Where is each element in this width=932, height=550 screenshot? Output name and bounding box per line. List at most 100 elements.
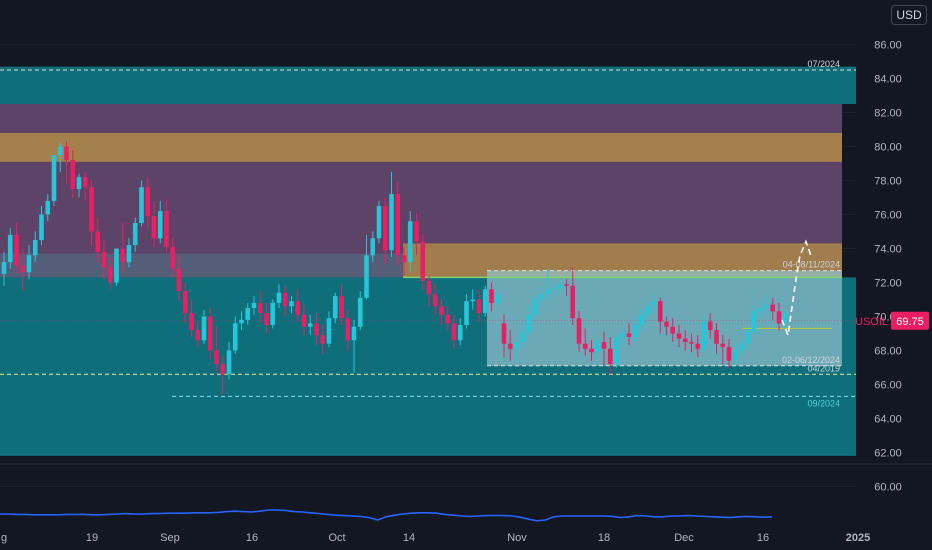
candle-body xyxy=(170,246,176,269)
candle-body xyxy=(351,326,357,341)
candle-body xyxy=(182,291,188,314)
candle-body xyxy=(357,297,363,327)
x-tick-label: 19 xyxy=(86,532,98,544)
x-tick-label: Dec xyxy=(674,532,694,544)
y-tick-label: 66.00 xyxy=(874,380,902,392)
candle-body xyxy=(776,311,782,324)
candle-body xyxy=(176,268,182,291)
candle-body xyxy=(607,348,613,365)
candle-body xyxy=(120,248,126,263)
zone-lower-teal xyxy=(0,410,856,456)
x-tick-label: Sep xyxy=(160,532,180,544)
candle-body xyxy=(76,177,82,189)
candle-body xyxy=(545,289,551,295)
candle-body xyxy=(301,314,307,327)
candle-body xyxy=(307,323,313,327)
candle-body xyxy=(407,221,413,263)
candle-body xyxy=(745,331,751,344)
y-tick-label: 60.00 xyxy=(874,482,902,494)
candle-body xyxy=(89,187,94,232)
candle-body xyxy=(645,306,651,315)
candle-body xyxy=(495,294,501,303)
candle-body xyxy=(501,323,507,344)
candle-body xyxy=(489,289,494,303)
candlestick-series[interactable] xyxy=(1,141,788,395)
candle-body xyxy=(251,302,257,308)
candle-body xyxy=(632,325,638,337)
candle-body xyxy=(664,321,669,327)
candle-body xyxy=(232,323,238,351)
y-tick-label: 72.00 xyxy=(874,278,902,290)
forecast-line xyxy=(781,239,813,339)
candle-body xyxy=(514,342,519,349)
x-tick-label: 2025 xyxy=(846,532,870,544)
level-lines: 07/2024 04-08/11/2024 02-06/12/202404/2019… xyxy=(0,59,856,408)
y-tick-label: 62.00 xyxy=(874,448,902,460)
candle-body xyxy=(551,287,557,290)
candle-body xyxy=(751,311,757,332)
candle-body xyxy=(614,336,619,365)
candle-body xyxy=(45,200,51,215)
candle-body xyxy=(282,292,288,307)
y-tick-label: 68.00 xyxy=(874,346,902,358)
candle-body xyxy=(657,301,663,322)
candle-body xyxy=(51,155,57,201)
x-tick-label: Nov xyxy=(507,532,527,544)
candle-body xyxy=(82,177,88,188)
level-label: 09/2024 xyxy=(807,398,840,408)
x-tick-label: 16 xyxy=(757,532,769,544)
y-tick-label: 64.00 xyxy=(874,414,902,426)
candle-body xyxy=(470,299,476,302)
last-price-tag: USOIL 69.75 xyxy=(855,311,929,330)
candle-body xyxy=(264,313,269,325)
candle-body xyxy=(476,299,482,314)
candle-body xyxy=(326,318,332,344)
candle-body xyxy=(720,343,726,348)
candle-body xyxy=(389,194,394,251)
time-axis[interactable]: g 19 Sep 16 Oct 14 Nov 18 Dec 16 2025 xyxy=(1,532,870,544)
candle-body xyxy=(164,211,169,247)
candle-body xyxy=(539,294,544,300)
candle-body xyxy=(414,221,419,242)
candle-body xyxy=(257,302,263,314)
candle-body xyxy=(95,231,101,252)
candle-body xyxy=(7,234,13,263)
indicator-pane xyxy=(0,463,932,522)
candle-body xyxy=(582,343,588,349)
candle-body xyxy=(101,251,107,268)
candle-body xyxy=(601,342,607,349)
candle-body xyxy=(701,321,707,349)
candle-body xyxy=(214,350,219,365)
candle-body xyxy=(245,308,251,320)
candle-body xyxy=(39,214,44,240)
candle-body xyxy=(201,316,207,341)
candle-body xyxy=(639,314,644,325)
candle-body xyxy=(576,318,582,344)
candle-body xyxy=(439,306,444,315)
candle-body xyxy=(64,146,69,161)
candle-body xyxy=(707,321,713,331)
candle-body xyxy=(526,314,532,332)
candle-body xyxy=(126,245,132,263)
x-tick-label: 18 xyxy=(598,532,610,544)
candle-body xyxy=(157,211,163,239)
candle-body xyxy=(626,333,632,337)
candle-body xyxy=(757,308,763,312)
candle-body xyxy=(189,313,194,331)
currency-button[interactable]: USD xyxy=(891,5,927,25)
candle-body xyxy=(420,241,426,281)
x-tick-label: g xyxy=(1,532,7,544)
candle-body xyxy=(507,343,513,349)
candle-body xyxy=(451,323,457,341)
last-price-value: 69.75 xyxy=(896,316,924,328)
candle-body xyxy=(20,265,26,273)
candle-body xyxy=(132,223,138,246)
candle-body xyxy=(726,347,732,361)
candle-body xyxy=(651,301,657,307)
candle-body xyxy=(26,255,32,273)
candle-body xyxy=(207,316,213,351)
candle-body xyxy=(395,194,401,256)
candle-body xyxy=(670,326,676,334)
price-axis[interactable]: 86.00 84.00 82.00 80.00 78.00 76.00 74.00 72.00… xyxy=(874,40,902,494)
